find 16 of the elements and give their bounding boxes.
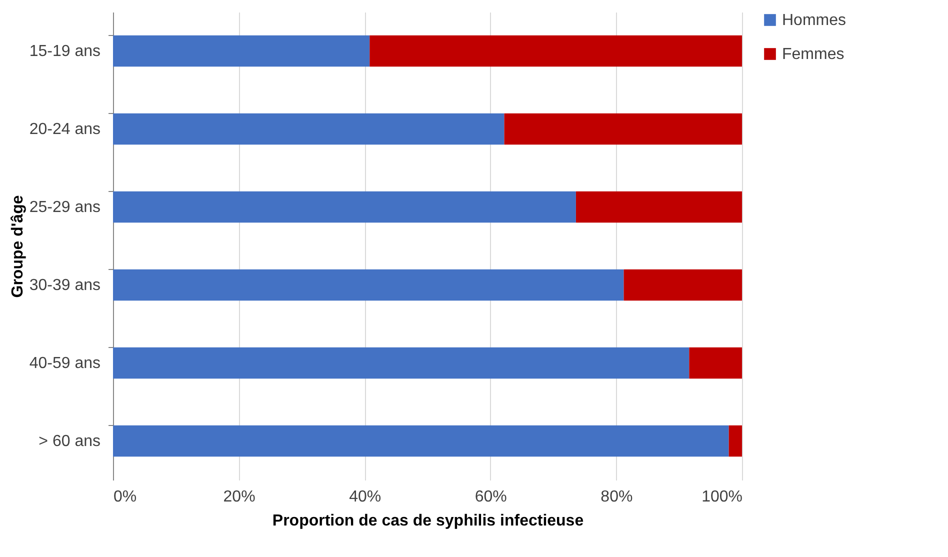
y-tick-label: 40-59 ans (29, 355, 100, 372)
y-tick-label: 15-19 ans (29, 43, 100, 60)
x-tick-label: 60% (474, 488, 507, 506)
y-axis-title: Groupe d'âge (9, 195, 26, 298)
x-axis-title: Proportion de cas de syphilis infectieuse (272, 512, 584, 530)
legend-label: Hommes (782, 12, 846, 29)
x-tick-label: 40% (349, 488, 382, 506)
y-tick-label: 25-29 ans (29, 199, 100, 216)
x-tick-label: 0% (114, 488, 137, 506)
x-tick-label: 20% (223, 488, 256, 506)
y-tick-label: 30-39 ans (29, 277, 100, 294)
y-tick-label: 20-24 ans (29, 121, 100, 138)
y-tick-label: > 60 ans (38, 433, 100, 450)
x-tick-label: 80% (600, 488, 633, 506)
legend-label: Femmes (782, 46, 844, 63)
x-tick-label: 100% (702, 488, 742, 506)
